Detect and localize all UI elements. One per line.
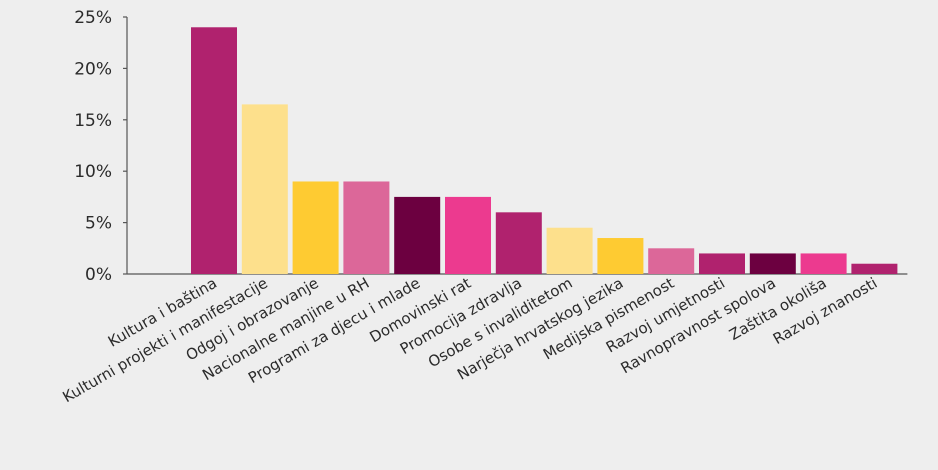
bar <box>495 212 542 274</box>
bar <box>241 104 288 274</box>
y-tick-label: 0% <box>85 265 112 285</box>
bar <box>800 253 847 274</box>
bar <box>292 181 339 274</box>
y-tick-label: 25% <box>74 8 112 28</box>
bar <box>546 227 593 274</box>
bar <box>191 27 237 275</box>
bar <box>648 248 695 274</box>
bars <box>191 27 898 275</box>
bar <box>394 196 441 274</box>
bar <box>749 253 796 274</box>
bar <box>343 181 390 274</box>
y-tick-label: 10% <box>74 162 112 182</box>
bar <box>699 253 745 274</box>
y-tick-label: 5% <box>85 214 112 234</box>
bar <box>445 196 491 274</box>
bar <box>597 238 644 274</box>
bar <box>851 263 898 274</box>
y-tick-label: 15% <box>74 111 112 131</box>
y-tick-label: 20% <box>74 59 112 79</box>
x-tick-label: Kulturni projekti i manifestacije <box>60 274 271 406</box>
